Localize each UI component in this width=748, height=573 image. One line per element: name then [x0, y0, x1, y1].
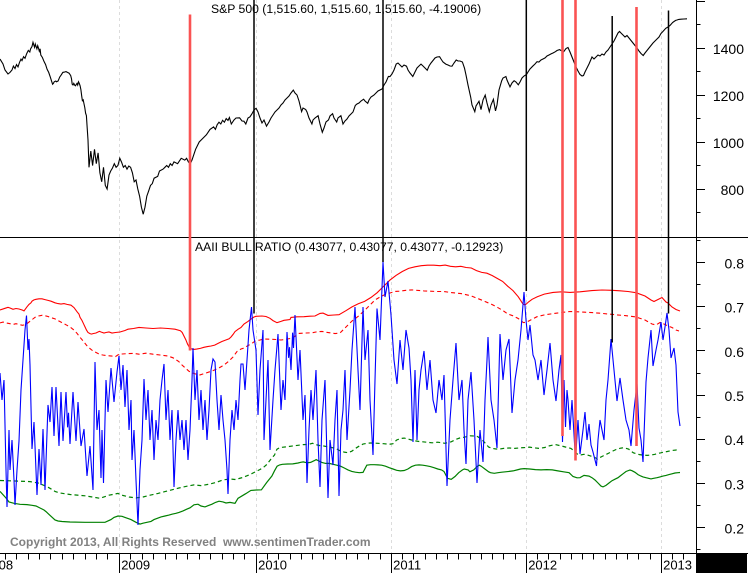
svg-text:2010: 2010 — [258, 558, 287, 573]
svg-text:0.7: 0.7 — [725, 300, 745, 316]
svg-text:S&P 500 (1,515.60, 1,515.60, 1: S&P 500 (1,515.60, 1,515.60, 1,515.60, -… — [211, 2, 481, 16]
svg-text:2011: 2011 — [393, 558, 421, 573]
svg-text:1400: 1400 — [713, 41, 744, 57]
svg-text:0.5: 0.5 — [725, 388, 745, 404]
svg-text:0.3: 0.3 — [725, 476, 745, 492]
svg-text:1200: 1200 — [713, 88, 744, 104]
svg-text:2013: 2013 — [663, 558, 692, 573]
svg-text:2012: 2012 — [528, 558, 557, 573]
svg-text:0.2: 0.2 — [725, 521, 745, 537]
svg-text:2009: 2009 — [121, 558, 150, 573]
svg-text:0.8: 0.8 — [725, 255, 745, 271]
svg-text:AAII BULL RATIO (0.43077, 0.43: AAII BULL RATIO (0.43077, 0.43077, 0.430… — [195, 240, 503, 254]
svg-text:1000: 1000 — [713, 135, 744, 151]
svg-text:800: 800 — [721, 182, 745, 198]
svg-text:0.4: 0.4 — [725, 432, 745, 448]
svg-text:0.6: 0.6 — [725, 344, 745, 360]
svg-text:Copyright 2013, All Rights Res: Copyright 2013, All Rights Reserved www.… — [10, 535, 371, 549]
svg-text:2008: 2008 — [0, 558, 13, 573]
